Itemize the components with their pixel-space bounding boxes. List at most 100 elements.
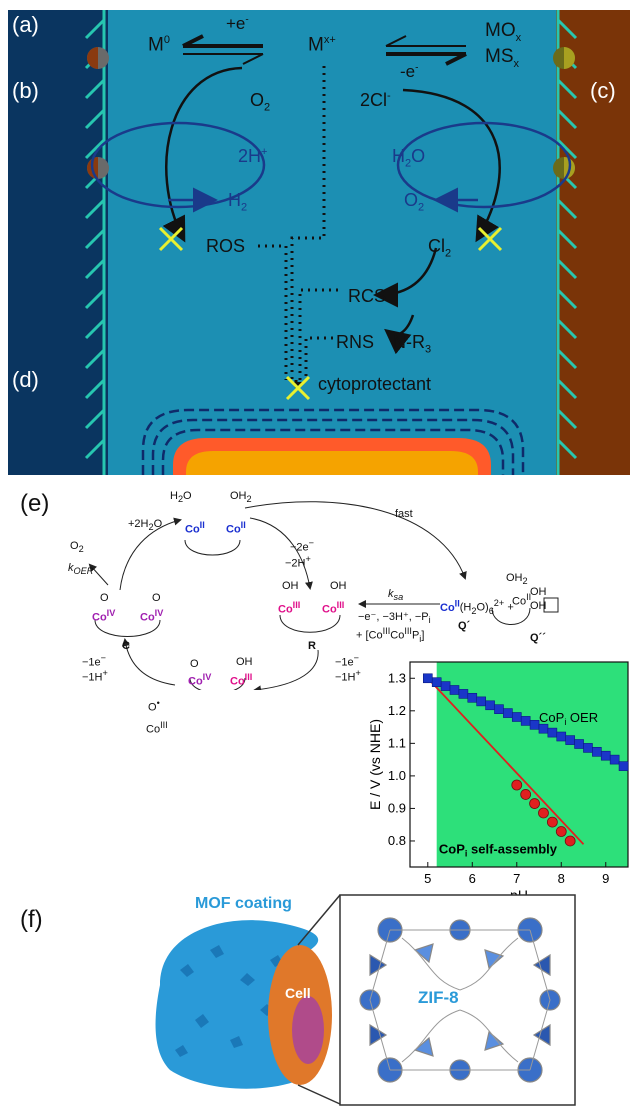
x-tick-label: 6: [469, 871, 476, 886]
self-assembly-point: [511, 779, 523, 791]
qq-oh-a: OH: [530, 586, 547, 598]
o-radical: O•: [148, 698, 160, 714]
p-o: O: [190, 658, 199, 670]
oer-point: [449, 685, 460, 695]
qq-oh-b: OH: [530, 600, 547, 612]
r-co-left: CoIII: [278, 600, 301, 616]
oer-point: [511, 712, 522, 722]
c-o-left: O: [100, 592, 109, 604]
x-mark-cyto: [285, 375, 311, 401]
minus-1e-b: −1e−: [335, 653, 360, 669]
minus-1e-a: −1e−: [82, 653, 107, 669]
solution: [108, 10, 556, 475]
r-oh-right: OH: [330, 580, 347, 592]
cycle-labels: H2O OH2 CoII CoII fast +2H2O O2 kOER −2e…: [0, 480, 637, 714]
h2o-right-text: H2O: [392, 146, 426, 170]
self-assembly-fit-line: [427, 677, 585, 845]
mof-cell: [155, 920, 332, 1089]
y-tick-label: 1.0: [388, 768, 406, 783]
minus-1h-b: −1H+: [335, 668, 361, 684]
y-axis-label: E / V (vs NHE): [370, 719, 383, 810]
x-tick-label: 9: [602, 871, 609, 886]
panel-a-d: (a) (b) (c) (d) M0 Mx+ +e- -e- MOx MSx O…: [8, 10, 630, 475]
rcs-to-nr3-arrow: [384, 314, 415, 355]
oer-point: [503, 708, 513, 718]
k-sa: ksa: [388, 588, 404, 603]
oer-point: [529, 720, 540, 730]
p-co-left: CoIV: [188, 672, 212, 688]
self-assembly-point: [529, 798, 540, 809]
top-co-right: CoII: [226, 520, 246, 536]
two-h-text: 2H+: [238, 146, 268, 166]
oer-point: [520, 716, 531, 726]
label-d: (d): [12, 367, 39, 392]
plus-2h2o: +2H2O: [128, 518, 163, 533]
x-tick-label: 5: [424, 871, 431, 886]
oer-point: [574, 739, 584, 749]
minus-1h-a: −1H+: [82, 668, 108, 684]
c-o-right: O: [152, 592, 161, 604]
oer-point: [494, 704, 504, 714]
oer-point: [565, 735, 575, 745]
minus-e-text: -e-: [400, 62, 419, 81]
catalytic-cycle: [88, 501, 559, 690]
minus-2e: −2e−: [290, 538, 315, 554]
name-r: R: [308, 640, 316, 652]
mx-text: Mx+: [308, 34, 336, 56]
oer-point: [440, 681, 451, 691]
oer-point: [467, 692, 478, 703]
y-tick-label: 1.1: [388, 735, 406, 750]
equilibrium-left: [182, 34, 264, 65]
self-assembly-point: [555, 826, 567, 837]
name-q1: Q´: [458, 620, 471, 632]
self-assembly-point: [546, 816, 558, 828]
self-assembly-point: [564, 835, 576, 847]
oer-point: [422, 673, 433, 684]
oer-point: [431, 677, 442, 687]
oer-point: [600, 750, 611, 761]
label-c: (c): [590, 78, 616, 103]
qq-co: CoII: [512, 592, 532, 608]
right-electrode: [556, 10, 630, 475]
o2-left-text: O2: [250, 90, 271, 114]
cell-layers: [141, 408, 525, 475]
oer-point: [583, 743, 593, 753]
particle-right-mid: [553, 157, 575, 179]
qq-oh2: OH2: [506, 572, 528, 587]
self-assembly-point: [538, 807, 549, 819]
label-b: (b): [12, 78, 39, 103]
x-mark-right: [477, 226, 503, 252]
right-hatch: [556, 18, 578, 460]
x-tick-label: 7: [513, 871, 520, 886]
mox-text: MOx: [485, 20, 522, 44]
cell-label: Cell: [285, 985, 311, 1001]
c-co-right: CoIV: [140, 608, 164, 624]
o2-right-text: O2: [404, 190, 425, 214]
p-co-right: CoIII: [230, 672, 253, 688]
name-c: C: [122, 640, 130, 652]
y-tick-label: 1.3: [388, 670, 406, 685]
minus-2h: −2H+: [285, 554, 311, 570]
m0-text: M0: [148, 34, 170, 56]
cl2-text: Cl2: [428, 236, 452, 260]
particle-left-top: [87, 47, 109, 69]
name-q2: Q´´: [530, 632, 546, 644]
r-oh-left: OH: [282, 580, 299, 592]
oer-point: [476, 696, 486, 707]
nucleus: [292, 996, 324, 1064]
h2-text: H2: [228, 190, 248, 214]
y-tick-label: 1.2: [388, 703, 406, 718]
rcs-text: RCS: [348, 286, 387, 306]
oer-point: [592, 747, 602, 757]
ros-text: ROS: [206, 236, 246, 256]
electrode-diagram: [8, 10, 630, 475]
label-e: (e): [20, 490, 50, 517]
p-oh: OH: [236, 656, 253, 668]
c-co-left: CoIV: [92, 608, 116, 624]
self-assembly-point: [520, 789, 532, 800]
q-prime-formula: CoII(H2O)62+ +: [440, 598, 514, 616]
sa-line2: + [CoIIICoIIIPi]: [356, 626, 425, 644]
label-a: (a): [12, 12, 39, 37]
top-co-left: CoII: [185, 520, 205, 536]
